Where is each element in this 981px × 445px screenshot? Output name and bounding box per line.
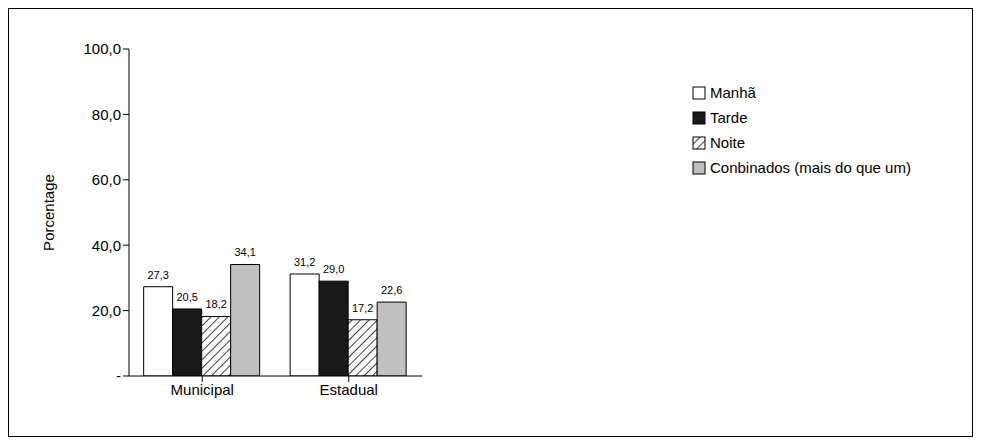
- svg-text:100,0: 100,0: [83, 40, 121, 57]
- html-text:Conbinados (mais do que um): Conbinados (mais do que um): [710, 159, 911, 176]
- svg-text:Porcentage: Porcentage: [40, 174, 57, 251]
- svg-text:Municipal: Municipal: [171, 381, 234, 398]
- svg-text:20,5: 20,5: [176, 291, 197, 303]
- svg-text:29,0: 29,0: [323, 263, 344, 275]
- html-text:Manhã: Manhã: [710, 84, 756, 101]
- html-text:Tarde: Tarde: [710, 109, 748, 126]
- html-text:Noite: Noite: [710, 134, 745, 151]
- svg-text:-: -: [116, 367, 121, 384]
- svg-text:20,0: 20,0: [92, 302, 121, 319]
- svg-text:80,0: 80,0: [92, 106, 121, 123]
- svg-text:34,1: 34,1: [234, 246, 255, 258]
- svg-text:17,2: 17,2: [352, 302, 373, 314]
- svg-text:40,0: 40,0: [92, 237, 121, 254]
- svg-text:18,2: 18,2: [205, 298, 226, 310]
- svg-text:27,3: 27,3: [147, 269, 168, 281]
- svg-text:31,2: 31,2: [294, 256, 315, 268]
- svg-text:Estadual: Estadual: [320, 381, 378, 398]
- svg-text:22,6: 22,6: [381, 284, 402, 296]
- svg-text:60,0: 60,0: [92, 171, 121, 188]
